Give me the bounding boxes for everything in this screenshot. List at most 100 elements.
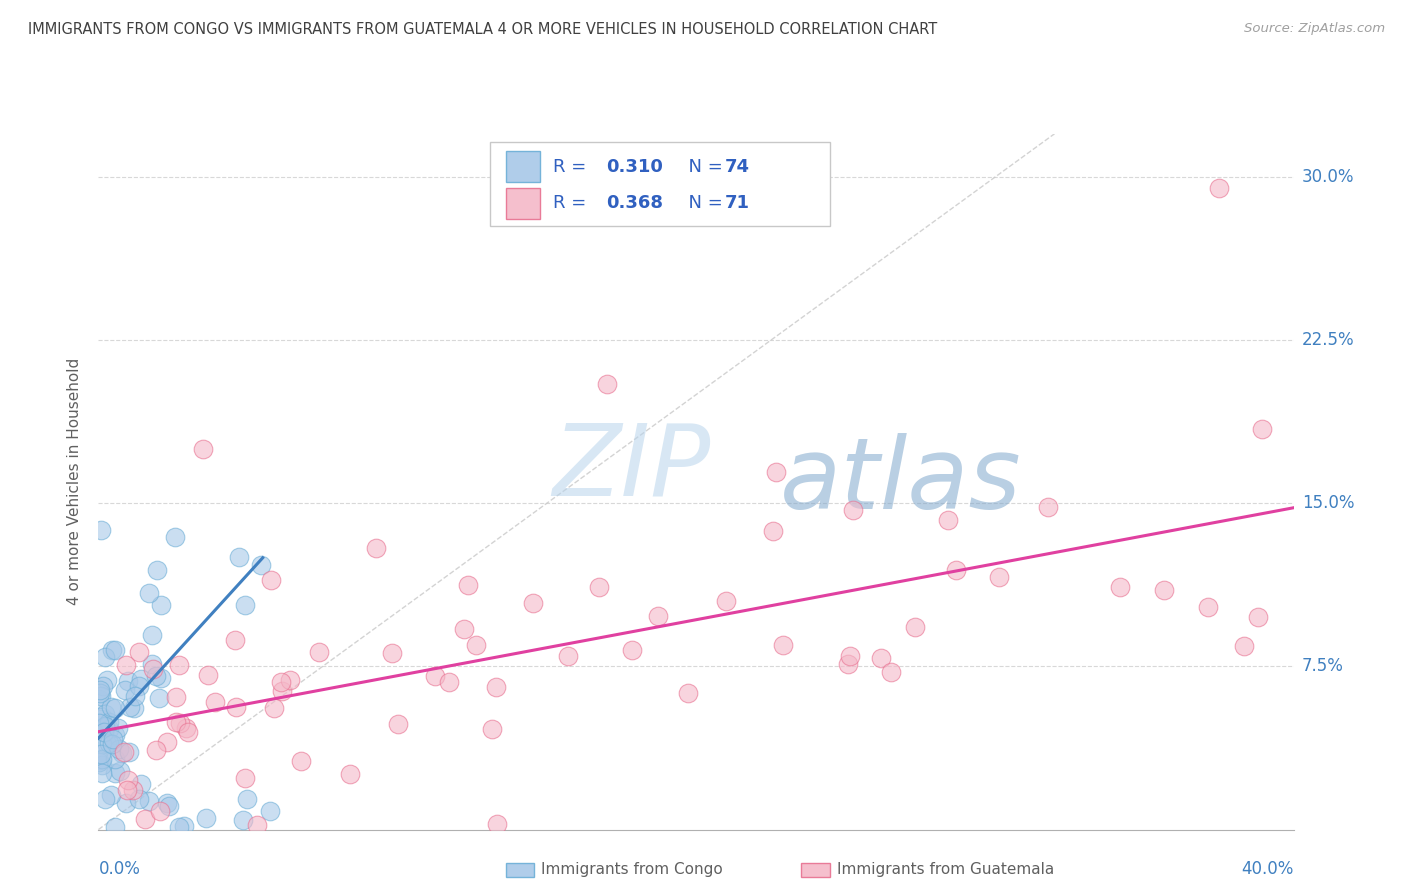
Point (148, 690, 170, 705)
Text: 7.5%: 7.5% (1302, 657, 1344, 675)
Text: 22.5%: 22.5% (1302, 331, 1354, 350)
Point (197, 668, 219, 682)
Point (138, 586, 160, 600)
Point (1208, 181, 1230, 195)
Point (838, 649, 860, 664)
Point (90, 751, 112, 765)
Point (150, 598, 173, 612)
Point (522, 597, 544, 611)
Point (987, 570, 1010, 584)
Point (486, 817, 509, 831)
Point (89, 682, 111, 697)
Text: 0.0%: 0.0% (98, 860, 141, 878)
Point (150, 671, 173, 685)
Text: Source: ZipAtlas.com: Source: ZipAtlas.com (1244, 22, 1385, 36)
Text: 74: 74 (724, 158, 749, 176)
Point (115, 658, 138, 673)
Point (870, 651, 893, 665)
Point (90, 747, 112, 762)
Point (122, 783, 145, 797)
Point (169, 820, 191, 834)
Point (97, 722, 120, 736)
Point (191, 442, 214, 456)
Point (91, 710, 114, 724)
Point (271, 683, 294, 698)
Point (91, 758, 114, 772)
Point (94, 706, 117, 721)
Point (647, 609, 669, 624)
Point (141, 657, 163, 672)
Point (104, 766, 127, 780)
Y-axis label: 4 or more Vehicles in Household: 4 or more Vehicles in Household (67, 358, 83, 606)
Point (134, 812, 156, 826)
Point (93, 725, 115, 739)
Point (439, 675, 461, 690)
Point (1197, 599, 1219, 614)
Point (89, 686, 111, 700)
Point (1036, 500, 1059, 515)
Point (103, 643, 125, 657)
Point (141, 628, 163, 642)
Point (880, 665, 903, 679)
Point (129, 776, 152, 790)
Point (165, 690, 187, 705)
Point (485, 680, 508, 694)
Point (100, 700, 122, 714)
Point (96, 673, 118, 687)
Point (89, 755, 111, 769)
Point (457, 577, 479, 591)
Point (87, 716, 110, 731)
Text: 0.310: 0.310 (606, 158, 664, 176)
Point (249, 558, 271, 572)
Point (96, 737, 118, 751)
Text: 0.368: 0.368 (606, 194, 664, 212)
Point (110, 764, 132, 779)
Point (259, 805, 281, 819)
Point (98, 714, 121, 729)
Point (145, 743, 167, 757)
Point (115, 796, 138, 810)
Point (1233, 640, 1256, 654)
Point (308, 645, 330, 659)
Text: atlas: atlas (779, 434, 1021, 530)
Point (290, 754, 312, 768)
Point (111, 746, 134, 760)
Point (104, 821, 127, 835)
Point (225, 699, 247, 714)
Point (204, 695, 226, 709)
Point (169, 716, 191, 731)
Text: R =: R = (553, 158, 592, 176)
Text: 30.0%: 30.0% (1302, 169, 1354, 186)
Point (94, 791, 117, 805)
Point (1246, 609, 1268, 624)
Point (224, 633, 246, 648)
Point (90, 712, 112, 726)
Point (104, 728, 127, 742)
Point (142, 662, 165, 676)
Point (100, 737, 122, 751)
Point (93, 649, 115, 664)
Point (233, 598, 256, 612)
Point (128, 792, 150, 806)
Point (676, 686, 699, 700)
Point (90, 523, 112, 537)
Point (118, 745, 141, 759)
Point (762, 524, 785, 538)
Text: N =: N = (676, 158, 728, 176)
Point (112, 745, 135, 759)
Point (772, 638, 794, 652)
Point (97, 735, 120, 749)
Point (146, 563, 169, 577)
Point (87, 691, 110, 706)
Point (149, 804, 172, 818)
Point (841, 502, 863, 516)
Point (89, 753, 111, 767)
Point (588, 580, 610, 594)
Point (714, 593, 737, 607)
Point (100, 643, 122, 657)
Point (278, 673, 301, 687)
Point (131, 672, 153, 686)
Point (453, 622, 475, 636)
Point (117, 772, 139, 787)
Point (94, 719, 117, 733)
